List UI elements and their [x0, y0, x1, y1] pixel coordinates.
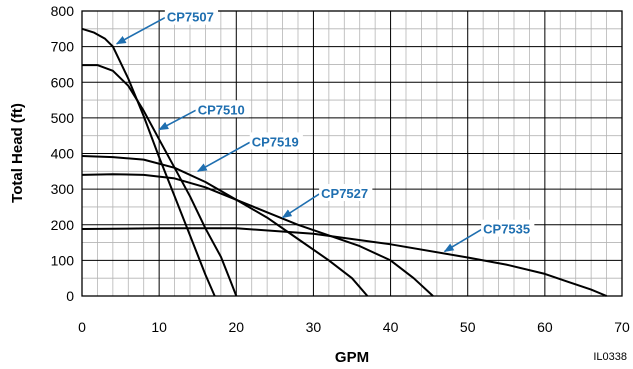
grid-lines	[81, 10, 623, 297]
series-arrow-cp7510	[158, 109, 197, 131]
x-tick-label: 0	[78, 319, 86, 335]
series-arrow-cp7527	[281, 193, 320, 219]
y-tick-label: 400	[51, 146, 75, 162]
figure-code: IL0338	[593, 351, 627, 363]
series-label-bg	[481, 219, 535, 237]
series-line-cp7535	[81, 227, 607, 297]
plot-frame	[81, 10, 623, 297]
y-tick-label: 800	[51, 3, 75, 19]
y-tick-label: 500	[51, 110, 75, 126]
x-tick-label: 30	[306, 319, 322, 335]
series-label-cp7510: CP7510	[198, 102, 245, 117]
y-tick-label: 300	[51, 181, 75, 197]
y-tick-label: 600	[51, 74, 75, 90]
series-line-cp7519	[81, 155, 369, 297]
series-line-cp7510	[82, 64, 238, 297]
y-tick-label: 700	[51, 39, 75, 55]
series-lines	[81, 27, 607, 297]
series-label-cp7527: CP7527	[321, 186, 368, 201]
x-tick-label: 60	[537, 319, 553, 335]
series-label-bg	[319, 184, 373, 202]
x-tick-label: 50	[460, 319, 476, 335]
series-label-cp7507: CP7507	[167, 10, 214, 25]
series-label-bg	[164, 7, 219, 25]
x-tick-label: 40	[383, 319, 399, 335]
series-line-cp7527	[81, 173, 434, 297]
series-annotations: CP7507 CP7510 CP7519 CP7527 CP7535	[115, 7, 535, 253]
x-tick-label: 10	[151, 319, 167, 335]
y-tick-label: 200	[51, 217, 75, 233]
series-label-cp7519: CP7519	[252, 134, 299, 149]
series-arrow-cp7535	[443, 228, 482, 253]
x-tick-label: 20	[228, 319, 244, 335]
y-axis-ticks: 0 100 200 300 400 500 600 700 800	[51, 3, 75, 304]
x-axis-label: GPM	[335, 349, 369, 366]
series-label-bg	[249, 132, 303, 150]
x-tick-label: 70	[614, 319, 630, 335]
series-label-bg	[195, 100, 249, 118]
series-line-cp7507	[81, 27, 216, 297]
y-tick-label: 0	[66, 288, 74, 304]
series-label-cp7535: CP7535	[483, 222, 530, 237]
series-arrow-cp7507	[115, 16, 166, 45]
y-axis-label: Total Head (ft)	[9, 103, 26, 203]
x-axis-ticks: 0 10 20 30 40 50 60 70	[78, 319, 630, 335]
y-tick-label: 100	[51, 252, 75, 268]
series-arrow-cp7519	[196, 141, 251, 173]
